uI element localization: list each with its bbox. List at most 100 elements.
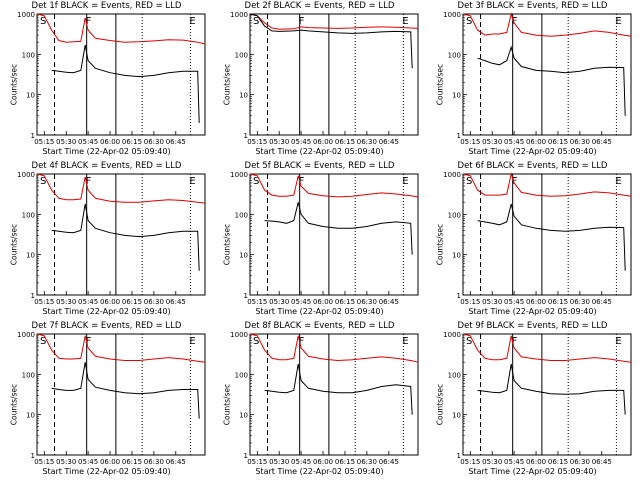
- y-tick-label: 1000: [443, 331, 461, 339]
- series-lld-line: [249, 173, 419, 198]
- x-tick-label: 06:45: [592, 298, 612, 306]
- x-tick-label: 06:15: [335, 138, 355, 146]
- marker-label-e: E: [189, 176, 195, 187]
- marker-label-s: S: [40, 336, 46, 347]
- x-tick-label: 05:45: [291, 298, 311, 306]
- y-axis-label: Counts/sec: [435, 63, 445, 106]
- x-tick-label: 06:15: [548, 458, 568, 466]
- x-tick-label: 06:45: [592, 138, 612, 146]
- x-tick-label: 06:00: [526, 458, 546, 466]
- x-tick-label: 05:45: [291, 458, 311, 466]
- x-axis-label: Start Time (22-Apr-02 05:09:40): [255, 147, 384, 156]
- series-events-line: [51, 362, 200, 419]
- x-tick-label: 05:15: [460, 138, 480, 146]
- x-tick-label: 06:15: [335, 298, 355, 306]
- x-tick-label: 06:30: [357, 458, 377, 466]
- x-tick-label: 05:15: [460, 298, 480, 306]
- x-tick-label: 06:45: [166, 298, 186, 306]
- x-axis-label: Start Time (22-Apr-02 05:09:40): [468, 467, 597, 476]
- x-tick-label: 06:15: [122, 458, 142, 466]
- y-tick-label: 10: [452, 252, 461, 260]
- y-axis-label: Counts/sec: [9, 63, 19, 106]
- x-tick-label: 06:00: [313, 458, 333, 466]
- x-tick-label: 06:15: [335, 458, 355, 466]
- chart-title: Det 3f BLACK = Events, RED = LLD: [457, 1, 608, 11]
- plot-frame: [462, 13, 632, 136]
- x-tick-label: 06:45: [379, 138, 399, 146]
- chart-svg: 1 10 100 1000 05:15 05:30 05:45 06:00 06:15 06:30…: [17, 11, 206, 146]
- chart-svg: 1 10 100 1000 05:15 05:30 05:45 06:00 06:15 06:30…: [230, 11, 419, 146]
- x-tick-label: 06:45: [379, 458, 399, 466]
- series-lld-line: [462, 12, 632, 37]
- marker-label-f: F: [86, 176, 92, 187]
- y-tick-label: 100: [22, 211, 35, 219]
- marker-label-f: F: [512, 336, 518, 347]
- x-tick-label: 05:15: [460, 458, 480, 466]
- x-tick-label: 05:45: [504, 458, 524, 466]
- y-tick-label: 100: [235, 51, 248, 59]
- x-axis-label: Start Time (22-Apr-02 05:09:40): [468, 307, 597, 316]
- x-tick-label: 06:45: [166, 458, 186, 466]
- y-axis-label: Counts/sec: [9, 223, 19, 266]
- chart-svg: 1 10 100 1000 05:15 05:30 05:45 06:00 06:15 06:30…: [17, 331, 206, 466]
- y-tick-label: 100: [22, 371, 35, 379]
- marker-label-f: F: [512, 16, 518, 27]
- y-tick-label: 1000: [443, 11, 461, 19]
- x-tick-label: 05:15: [34, 458, 54, 466]
- x-tick-label: 06:00: [100, 138, 120, 146]
- x-tick-label: 05:45: [78, 458, 98, 466]
- y-axis-label: Counts/sec: [435, 223, 445, 266]
- x-tick-label: 06:30: [570, 458, 590, 466]
- marker-label-s: S: [253, 16, 259, 27]
- marker-label-e: E: [615, 16, 621, 27]
- x-tick-label: 06:30: [570, 298, 590, 306]
- y-tick-label: 100: [235, 371, 248, 379]
- chart-panel-det-6: 1 10 100 1000 05:15 05:30 05:45 06:00 06:15 06:30…: [426, 160, 639, 320]
- series-lld-line: [249, 333, 419, 363]
- series-lld-line: [462, 333, 632, 363]
- y-tick-label: 1: [244, 452, 248, 460]
- x-tick-label: 06:30: [357, 298, 377, 306]
- x-tick-label: 05:30: [269, 458, 289, 466]
- x-tick-label: 06:00: [526, 298, 546, 306]
- y-tick-label: 1000: [230, 331, 248, 339]
- series-events-line: [477, 363, 626, 415]
- y-axis-label: Counts/sec: [222, 63, 232, 106]
- y-tick-label: 1: [457, 292, 461, 300]
- marker-label-f: F: [299, 336, 305, 347]
- marker-label-s: S: [253, 336, 259, 347]
- x-axis-label: Start Time (22-Apr-02 05:09:40): [42, 307, 171, 316]
- chart-title: Det 2f BLACK = Events, RED = LLD: [244, 1, 395, 11]
- x-tick-label: 05:45: [504, 138, 524, 146]
- y-tick-label: 10: [239, 412, 248, 420]
- chart-svg: 1 10 100 1000 05:15 05:30 05:45 06:00 06:15 06:30…: [230, 331, 419, 466]
- x-axis-label: Start Time (22-Apr-02 05:09:40): [42, 467, 171, 476]
- chart-svg: 1 10 100 1000 05:15 05:30 05:45 06:00 06:15 06:30…: [443, 171, 632, 306]
- y-tick-label: 10: [26, 252, 35, 260]
- y-tick-label: 10: [239, 252, 248, 260]
- y-tick-label: 100: [235, 211, 248, 219]
- plot-frame: [462, 333, 632, 456]
- y-axis-label: Counts/sec: [222, 383, 232, 426]
- marker-label-f: F: [86, 16, 92, 27]
- x-tick-label: 05:15: [247, 138, 267, 146]
- chart-title: Det 1f BLACK = Events, RED = LLD: [31, 1, 182, 11]
- series-events-line: [264, 363, 413, 415]
- y-tick-label: 1000: [230, 171, 248, 179]
- marker-label-s: S: [40, 176, 46, 187]
- y-tick-label: 10: [26, 92, 35, 100]
- marker-label-s: S: [466, 176, 472, 187]
- x-tick-label: 05:45: [291, 138, 311, 146]
- chart-panel-det-7: 1 10 100 1000 05:15 05:30 05:45 06:00 06:15 06:30…: [0, 320, 213, 480]
- x-tick-label: 06:45: [379, 298, 399, 306]
- x-tick-label: 05:15: [34, 298, 54, 306]
- x-tick-label: 05:15: [34, 138, 54, 146]
- series-events-line: [51, 44, 200, 123]
- y-tick-label: 1: [244, 132, 248, 140]
- y-tick-label: 1000: [443, 171, 461, 179]
- y-tick-label: 1000: [17, 171, 35, 179]
- chart-panel-det-3: 1 10 100 1000 05:15 05:30 05:45 06:00 06:15 06:30…: [426, 0, 639, 160]
- plot-frame: [36, 13, 206, 136]
- chart-svg: 1 10 100 1000 05:15 05:30 05:45 06:00 06:15 06:30…: [230, 171, 419, 306]
- chart-panel-det-8: 1 10 100 1000 05:15 05:30 05:45 06:00 06:15 06:30…: [213, 320, 426, 480]
